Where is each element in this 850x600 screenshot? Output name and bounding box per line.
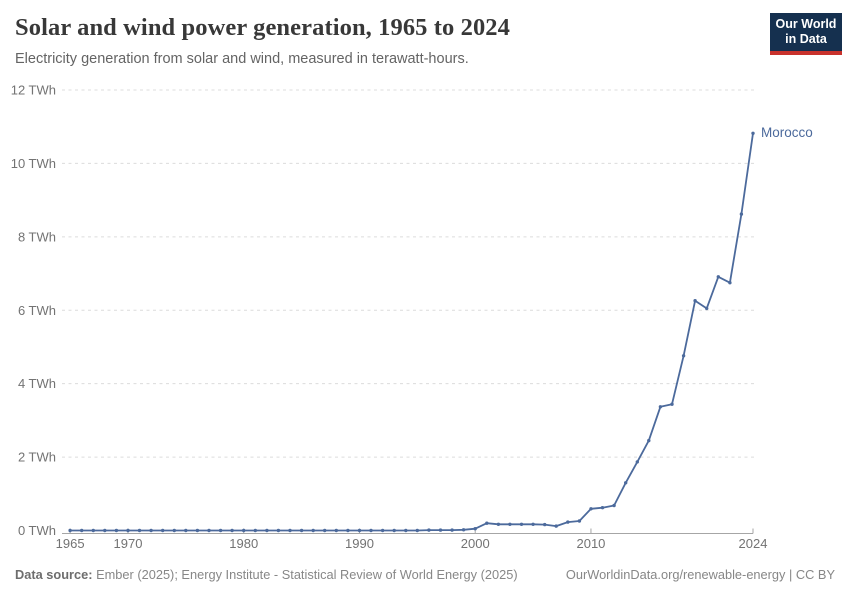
data-point[interactable] (68, 528, 72, 533)
data-point[interactable] (612, 503, 616, 508)
data-point[interactable] (369, 528, 373, 533)
data-point[interactable] (508, 522, 512, 526)
data-point[interactable] (427, 528, 431, 532)
data-source-note: Data source: Ember (2025); Energy Instit… (15, 567, 518, 582)
data-point[interactable] (114, 528, 119, 533)
data-point[interactable] (589, 507, 593, 511)
x-tick-label: 1990 (345, 536, 374, 551)
chart-footer: Data source: Ember (2025); Energy Instit… (15, 567, 835, 582)
data-point[interactable] (404, 528, 408, 533)
data-point[interactable] (670, 402, 674, 406)
data-point[interactable] (299, 528, 304, 533)
chart-title: Solar and wind power generation, 1965 to… (15, 14, 510, 41)
data-point[interactable] (230, 528, 234, 533)
data-point[interactable] (693, 299, 697, 303)
data-point[interactable] (242, 528, 246, 533)
data-point[interactable] (543, 522, 547, 527)
data-point[interactable] (392, 528, 396, 533)
data-point[interactable] (716, 275, 720, 279)
y-tick-label: 2 TWh (18, 450, 56, 465)
data-point[interactable] (658, 405, 663, 409)
series-label: Morocco (761, 125, 813, 140)
data-point[interactable] (265, 528, 269, 533)
data-point[interactable] (566, 520, 570, 524)
x-tick-label: 2010 (576, 536, 605, 551)
x-tick-label: 1970 (114, 536, 143, 551)
y-tick-label: 12 TWh (11, 83, 56, 98)
data-point[interactable] (415, 528, 419, 533)
data-source-prefix: Data source: (15, 567, 93, 582)
morocco-line[interactable] (70, 133, 754, 532)
data-point[interactable] (485, 521, 489, 525)
owid-logo: Our World in Data (770, 13, 842, 55)
data-point[interactable] (519, 522, 524, 526)
data-point[interactable] (80, 528, 84, 533)
data-point[interactable] (496, 522, 501, 526)
data-point[interactable] (149, 528, 153, 533)
data-point[interactable] (207, 528, 211, 533)
y-tick-label: 8 TWh (18, 229, 56, 244)
data-point[interactable] (91, 528, 96, 533)
data-point[interactable] (126, 528, 130, 533)
data-point[interactable] (438, 528, 443, 532)
data-point[interactable] (624, 481, 628, 485)
data-point[interactable] (161, 528, 165, 533)
data-point[interactable] (577, 519, 582, 523)
data-point[interactable] (184, 528, 188, 533)
y-tick-label: 6 TWh (18, 303, 56, 318)
data-point[interactable] (276, 528, 281, 533)
data-point[interactable] (346, 528, 350, 533)
data-point[interactable] (334, 528, 338, 533)
owid-logo-line2: in Data (785, 32, 827, 46)
chart-subtitle: Electricity generation from solar and wi… (15, 51, 469, 67)
y-tick-label: 10 TWh (11, 156, 56, 171)
y-tick-label: 0 TWh (18, 523, 56, 538)
y-tick-label: 4 TWh (18, 376, 56, 391)
data-point[interactable] (554, 524, 558, 528)
data-point[interactable] (681, 354, 686, 358)
data-point[interactable] (103, 528, 107, 533)
data-point[interactable] (450, 528, 454, 532)
data-point[interactable] (137, 528, 142, 533)
data-point[interactable] (357, 528, 362, 533)
license-note: OurWorldinData.org/renewable-energy | CC… (565, 567, 835, 582)
data-point[interactable] (253, 528, 257, 533)
owid-logo-line1: Our World (775, 17, 837, 31)
data-point[interactable] (751, 131, 755, 135)
data-point[interactable] (739, 212, 744, 216)
data-point[interactable] (647, 438, 651, 443)
x-tick-label: 1965 (56, 536, 85, 551)
data-point[interactable] (728, 281, 732, 285)
x-tick-label: 1980 (229, 536, 258, 551)
x-tick-label: 2000 (461, 536, 490, 551)
data-point[interactable] (705, 306, 709, 311)
data-point[interactable] (218, 528, 223, 533)
data-point[interactable] (600, 506, 605, 510)
data-point[interactable] (635, 460, 639, 464)
data-point[interactable] (311, 528, 315, 533)
data-point[interactable] (461, 528, 466, 532)
data-source-text: Ember (2025); Energy Institute - Statist… (92, 567, 518, 582)
data-point[interactable] (195, 528, 200, 533)
data-point[interactable] (323, 528, 327, 533)
data-point[interactable] (531, 522, 535, 526)
data-point[interactable] (380, 528, 385, 533)
data-point[interactable] (288, 528, 292, 533)
data-point[interactable] (473, 527, 477, 531)
data-point[interactable] (172, 528, 176, 533)
x-tick-label: 2024 (739, 536, 768, 551)
